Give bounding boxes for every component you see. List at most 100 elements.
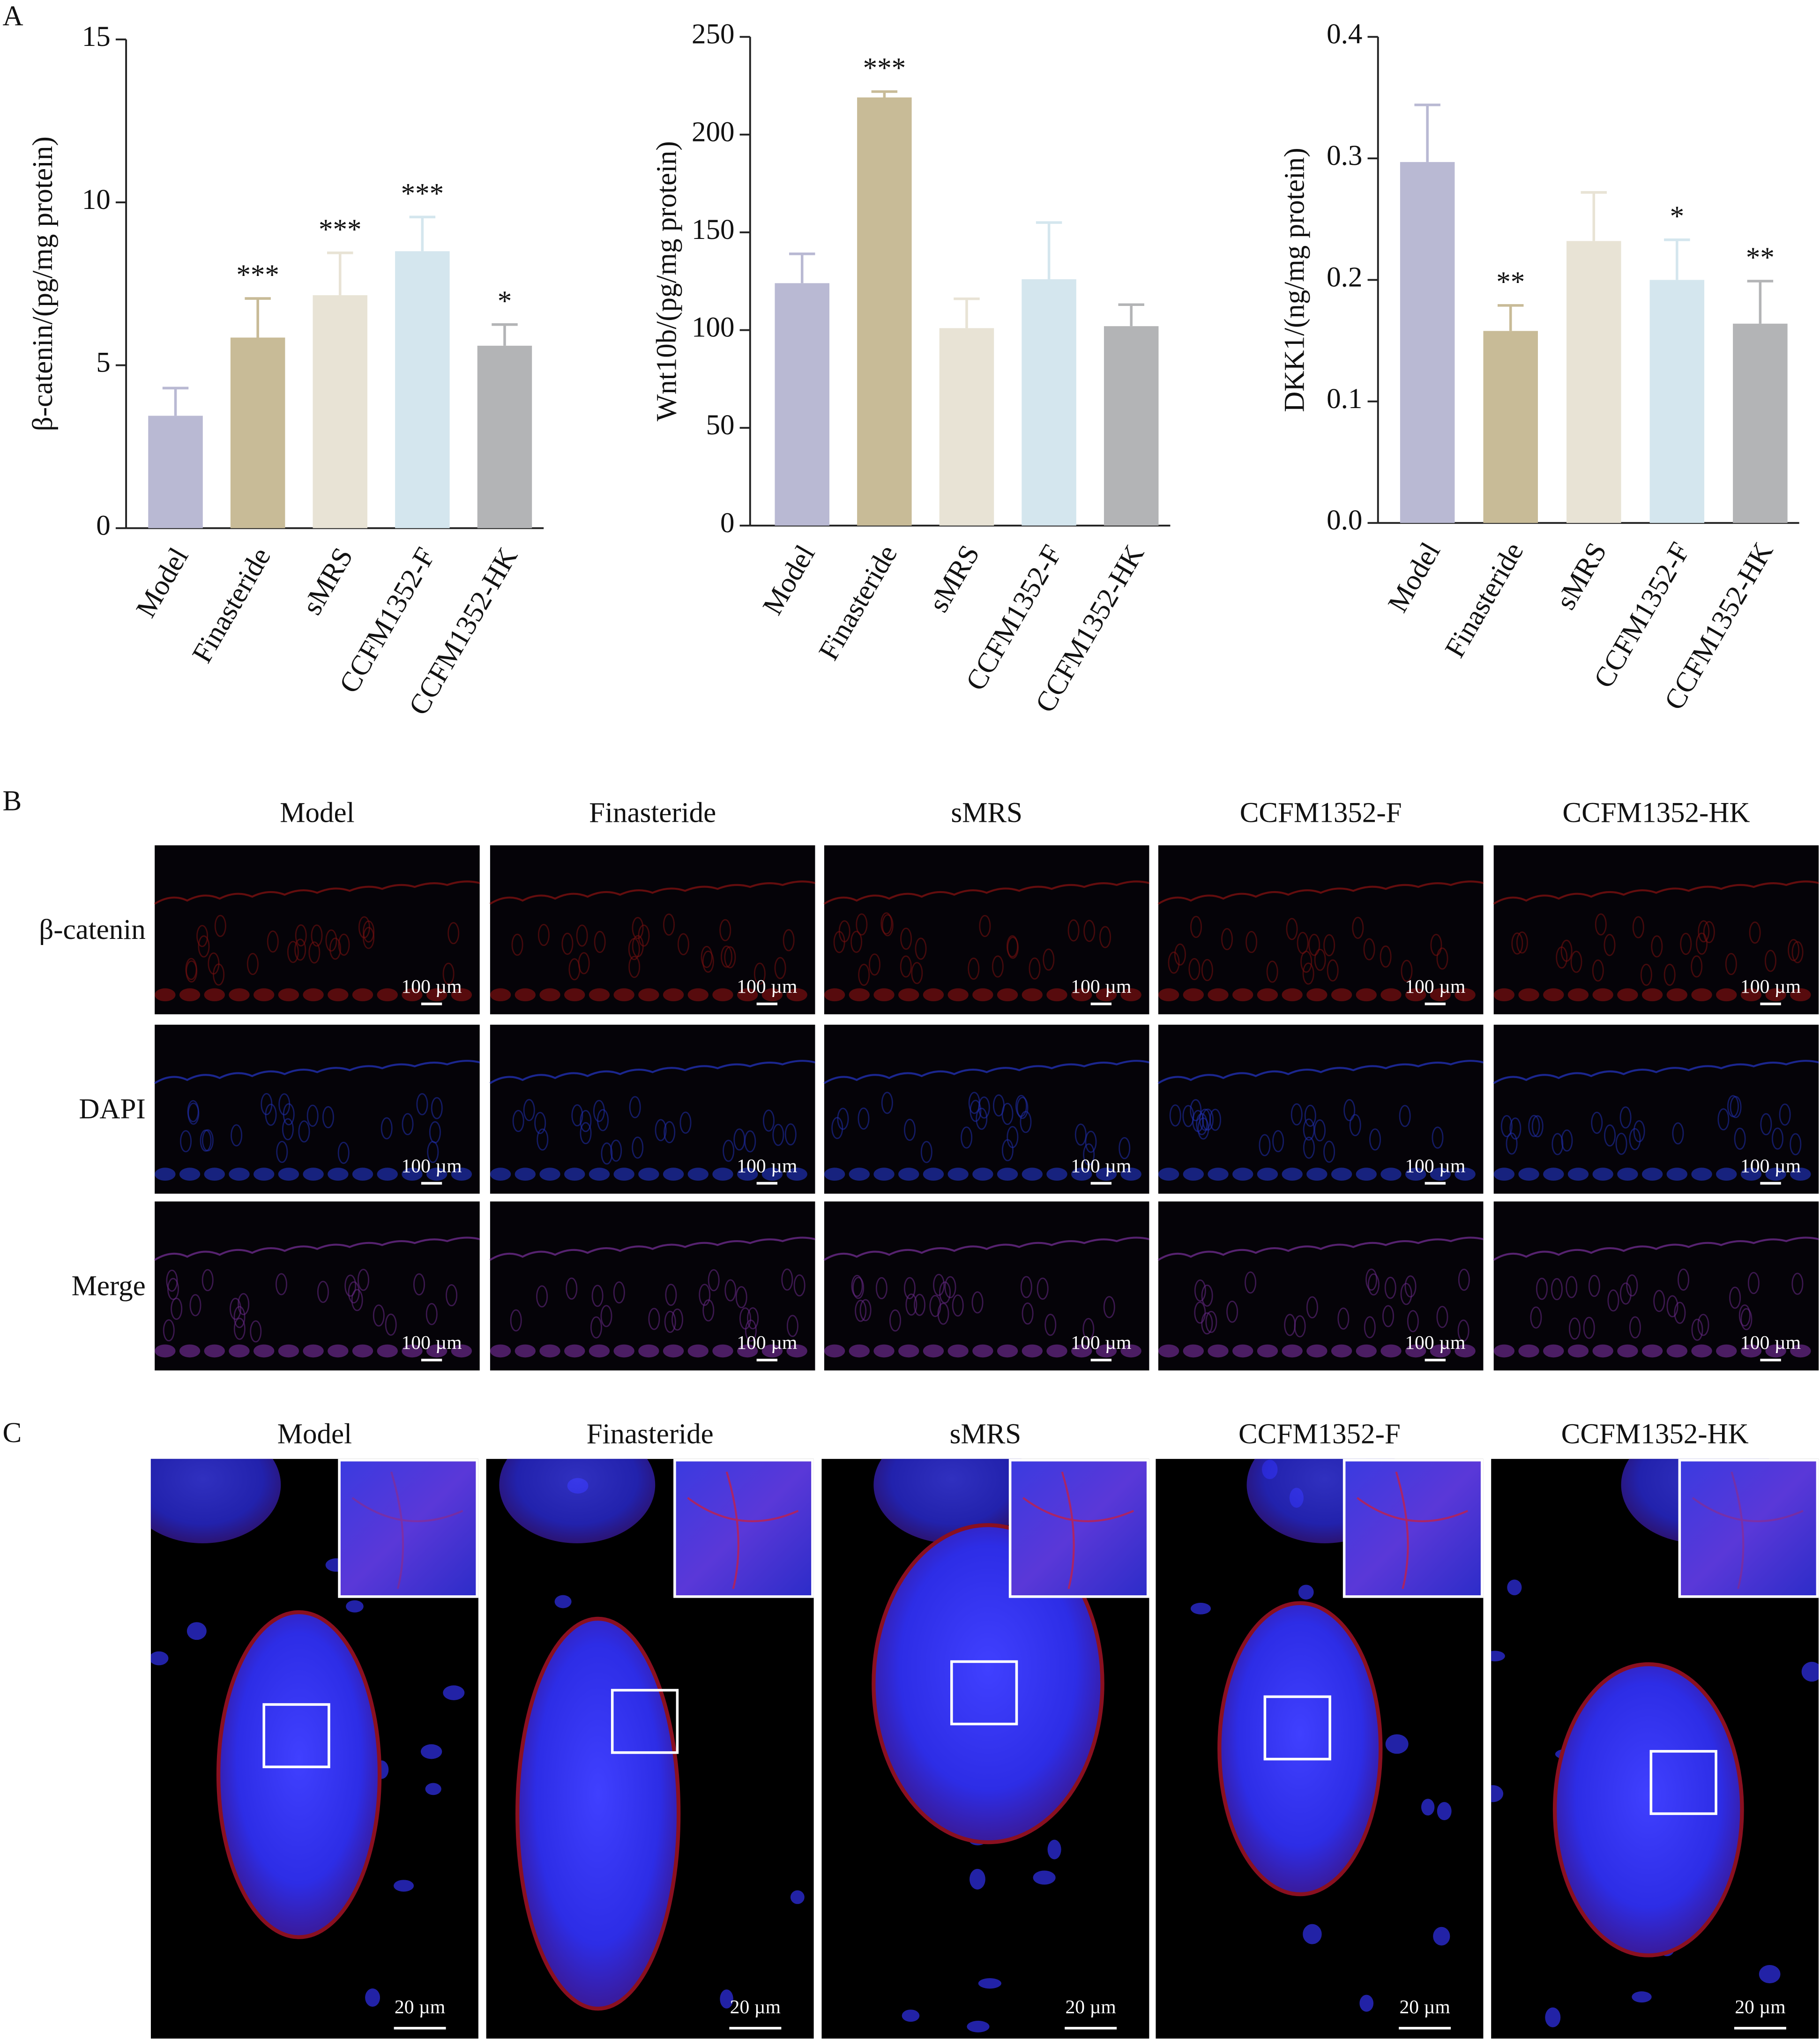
follicle xyxy=(1043,948,1055,971)
follicle-base xyxy=(1455,1344,1476,1358)
follicle-base xyxy=(229,1168,250,1181)
bar xyxy=(1566,241,1621,523)
follicle xyxy=(1020,1111,1032,1133)
follicle xyxy=(1619,1282,1632,1305)
follicle xyxy=(167,1278,179,1300)
follicle-base xyxy=(1071,988,1092,1002)
follicle xyxy=(580,1122,592,1145)
follicle xyxy=(961,1126,973,1149)
follicle xyxy=(1297,931,1309,954)
follicle xyxy=(702,1299,715,1322)
follicle xyxy=(1516,931,1528,954)
follicle-base xyxy=(898,1168,919,1181)
x-tick-label: Model xyxy=(130,543,195,623)
panel-label: B xyxy=(3,785,22,817)
scale-bar-label: 20 µm xyxy=(395,1996,445,2018)
follicle-base xyxy=(1046,988,1067,1002)
follicle xyxy=(856,913,868,936)
error-bar xyxy=(162,387,189,416)
follicle xyxy=(1678,1268,1689,1291)
follicle xyxy=(1595,913,1607,936)
follicle-base xyxy=(1158,1344,1179,1358)
follicle xyxy=(380,1117,393,1139)
follicle xyxy=(1074,1124,1087,1146)
cell xyxy=(443,1685,465,1700)
inset-membrane xyxy=(1357,1471,1469,1589)
follicle xyxy=(911,962,923,984)
row-label: β-catenin xyxy=(39,914,146,945)
epidermis xyxy=(154,1236,480,1261)
column-label: Finasteride xyxy=(587,1419,714,1450)
follicle xyxy=(413,1273,425,1295)
inset-membrane xyxy=(1692,1471,1804,1589)
significance: *** xyxy=(401,178,444,209)
micrograph: 20 µm xyxy=(821,1459,1149,2039)
x-tick-label: Finasteride xyxy=(186,543,277,668)
follicle xyxy=(348,1281,360,1303)
follicle xyxy=(1663,963,1676,986)
follicle xyxy=(1729,1287,1741,1309)
follicle-base xyxy=(947,1168,969,1181)
follicle xyxy=(1205,1310,1217,1333)
cell xyxy=(967,2021,990,2032)
follicle-base xyxy=(1691,1344,1712,1358)
significance: *** xyxy=(319,214,362,245)
micrograph: 20 µm xyxy=(1491,1459,1819,2039)
follicle-base xyxy=(1096,988,1117,1002)
row-label: DAPI xyxy=(79,1094,145,1125)
epidermis xyxy=(489,1060,815,1084)
follicle-base xyxy=(1096,1168,1117,1181)
cell xyxy=(425,1783,441,1795)
follicle-base xyxy=(328,1344,349,1358)
follicle-base xyxy=(1543,1168,1564,1181)
follicle xyxy=(1790,1133,1802,1155)
follicle xyxy=(534,1112,546,1134)
follicle-base xyxy=(638,988,659,1002)
follicle xyxy=(1633,1120,1645,1143)
micrograph-bg xyxy=(1493,1025,1819,1194)
follicle xyxy=(601,1142,613,1165)
cell xyxy=(1303,1924,1322,1944)
cell xyxy=(346,1600,364,1613)
follicle-base xyxy=(1691,1168,1712,1181)
follicle xyxy=(591,1285,604,1307)
follicle xyxy=(1788,939,1800,961)
follicle xyxy=(648,1308,660,1330)
follicle-base xyxy=(737,1344,758,1358)
bar xyxy=(1400,162,1455,523)
bar xyxy=(1483,331,1538,523)
follicle-base xyxy=(515,1344,536,1358)
follicle xyxy=(937,1302,949,1325)
follicle xyxy=(1703,921,1715,943)
follicle-base xyxy=(923,1168,944,1181)
scale-bar-label: 100 µm xyxy=(1405,1155,1465,1177)
follicle xyxy=(510,1309,522,1332)
follicle xyxy=(201,1129,214,1152)
follicle xyxy=(1290,1103,1303,1126)
follicle xyxy=(1591,1111,1603,1134)
follicle xyxy=(1367,1273,1380,1296)
follicle-base xyxy=(1666,988,1688,1002)
follicle xyxy=(338,933,350,956)
follicle-base xyxy=(1518,1168,1539,1181)
follicle xyxy=(186,960,198,983)
inset-membrane xyxy=(1022,1471,1134,1589)
follicle-base xyxy=(786,988,807,1002)
follicle-base xyxy=(761,1168,783,1181)
follicle xyxy=(276,1140,288,1163)
follicle xyxy=(1119,1137,1131,1160)
follicle-base xyxy=(1691,988,1712,1002)
follicle-base xyxy=(1430,1168,1451,1181)
follicle-base xyxy=(179,1344,201,1358)
follicle xyxy=(851,1275,863,1297)
follicle-base xyxy=(1282,1344,1303,1358)
cell xyxy=(1491,1651,1505,1662)
follicle-base xyxy=(204,1168,225,1181)
follicle xyxy=(238,1293,250,1316)
follicle xyxy=(329,938,341,960)
follicle xyxy=(1568,1317,1581,1340)
follicle xyxy=(1169,1104,1181,1127)
follicle xyxy=(881,914,894,937)
error-bar xyxy=(1118,303,1144,327)
follicle-base xyxy=(1232,988,1253,1002)
